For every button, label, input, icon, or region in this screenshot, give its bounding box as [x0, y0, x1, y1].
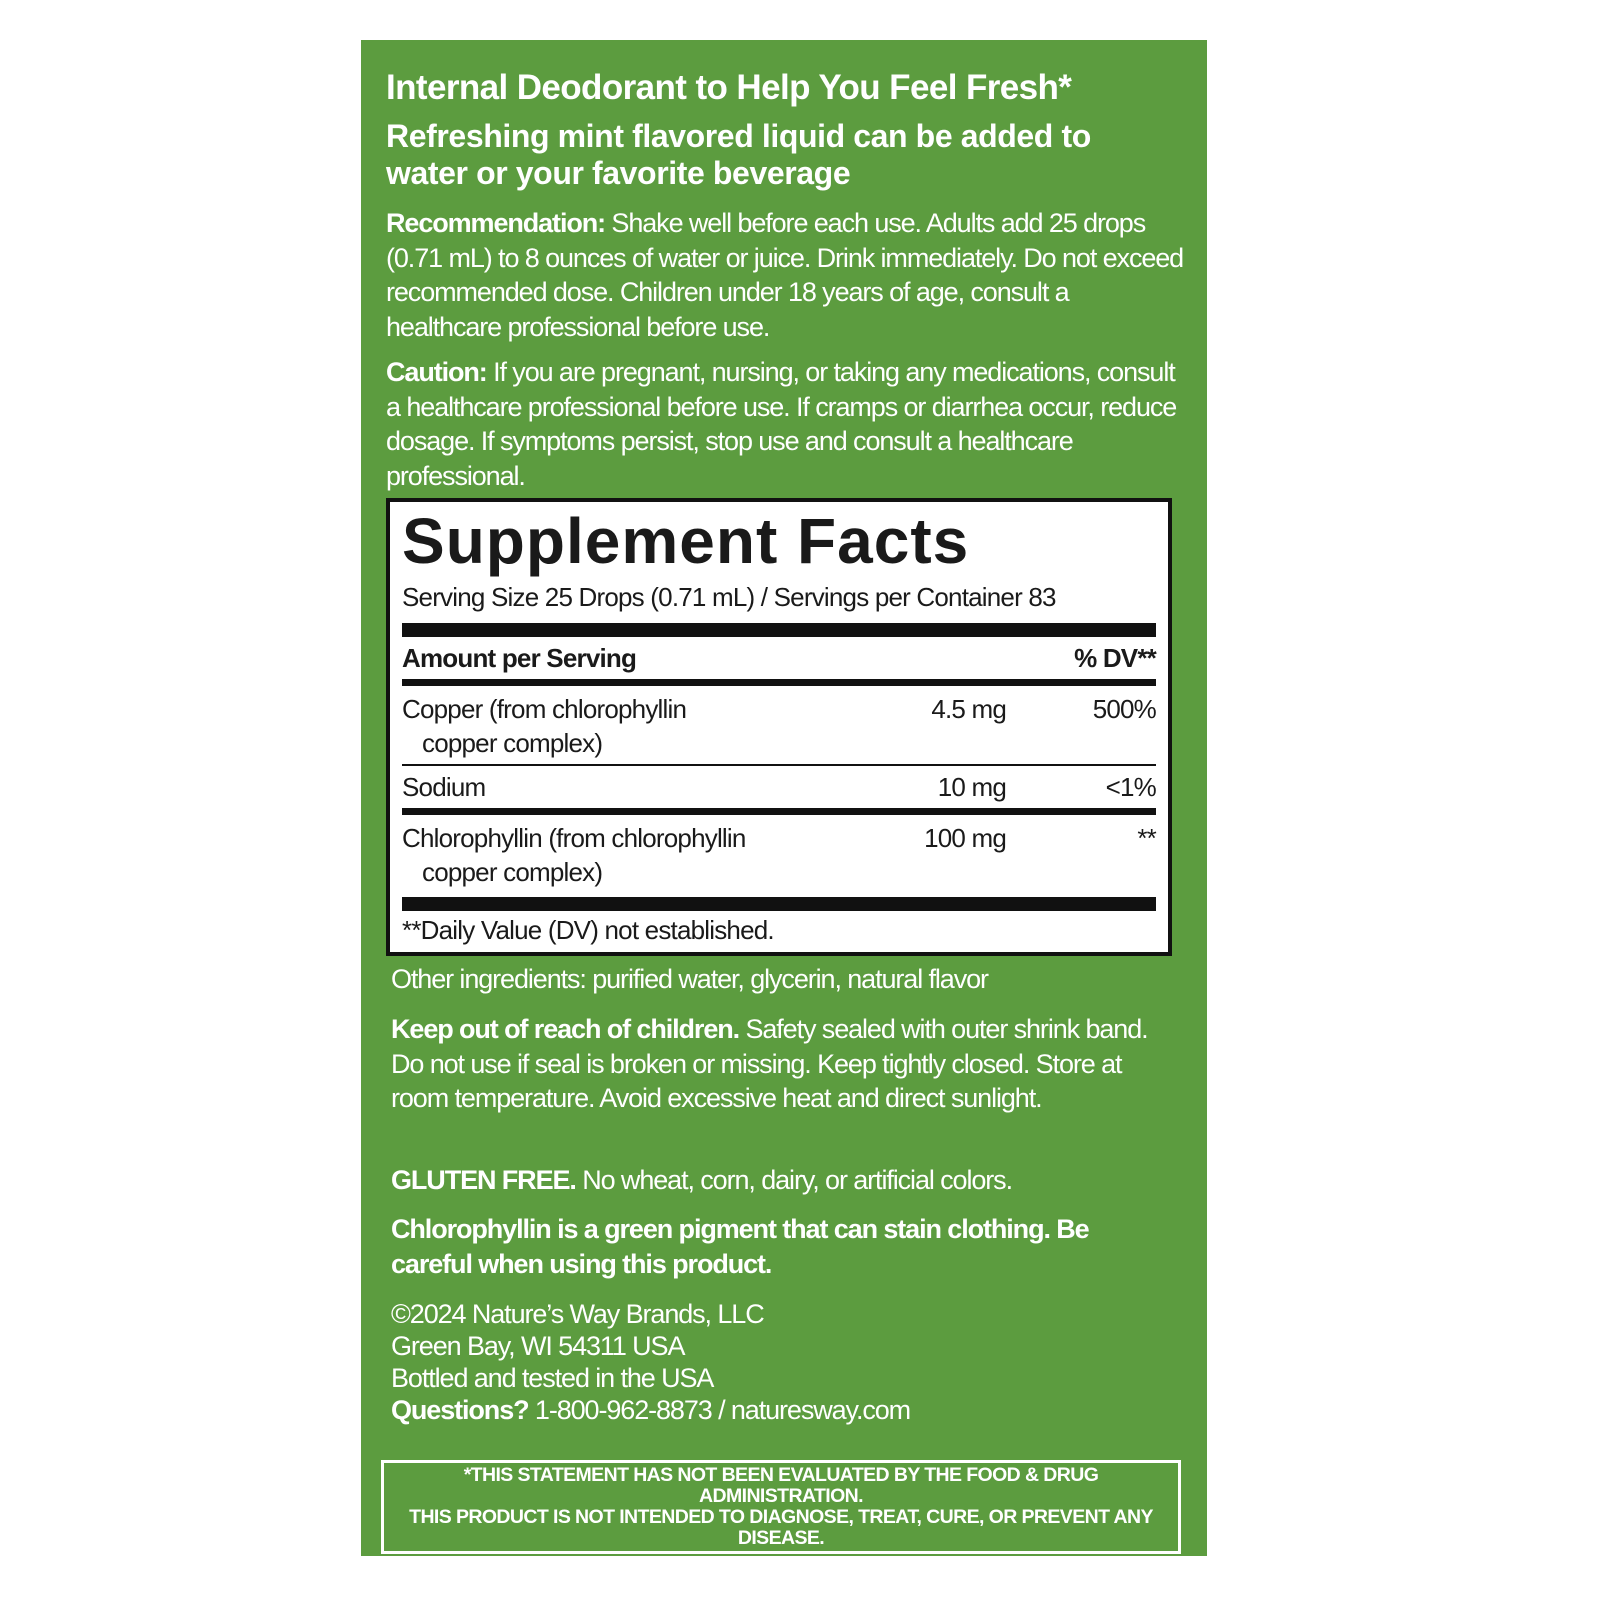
divider: [402, 764, 1156, 766]
keep-out-label: Keep out of reach of children.: [391, 1014, 740, 1044]
contact: Questions? 1-800-962-8873 / naturesway.c…: [391, 1394, 1191, 1426]
serving-size: Serving Size 25 Drops (0.71 mL) / Servin…: [402, 582, 1057, 612]
divider: [402, 897, 1156, 911]
origin: Bottled and tested in the USA: [391, 1363, 714, 1393]
divider: [402, 808, 1156, 815]
dv-header: % DV**: [1074, 643, 1157, 673]
stain-warning: Chlorophyllin is a green pigment that ca…: [391, 1214, 1090, 1279]
contact-info: 1-800-962-8873 / naturesway.com: [528, 1395, 911, 1425]
gluten-text: No wheat, corn, dairy, or artificial col…: [575, 1165, 1013, 1195]
keep-out-text: Safety sealed with outer shrink band. Do…: [391, 1014, 1149, 1113]
recommendation-text: Shake well before each use. Adults add 2…: [386, 208, 1184, 342]
disclaimer-line: THIS PRODUCT IS NOT INTENDED TO DIAGNOSE…: [409, 1506, 1153, 1549]
gluten-free: GLUTEN FREE. No wheat, corn, dairy, or a…: [391, 1163, 1191, 1198]
headline: Internal Deodorant to Help You Feel Fres…: [386, 68, 1072, 107]
copyright: ©2024 Nature’s Way Brands, LLC: [391, 1299, 765, 1329]
table-row: Sodium 10 mg <1%: [402, 766, 1157, 808]
nutrient-name: Sodium: [402, 772, 486, 802]
nutrient-amount: 4.5 mg: [931, 694, 1006, 724]
table-row: Copper (from chlorophyllin copper complex…: [402, 686, 1157, 764]
amount-header: Amount per Serving: [402, 643, 637, 673]
caution-text: If you are pregnant, nursing, or taking …: [386, 357, 1177, 491]
nutrient-name: Chlorophyllin (from chlorophyllin copper …: [402, 823, 746, 887]
nutrient-amount: 10 mg: [937, 772, 1007, 802]
table-row: Chlorophyllin (from chlorophyllin copper …: [402, 815, 1157, 893]
questions-label: Questions?: [391, 1395, 530, 1425]
nutrient-amount: 100 mg: [924, 823, 1007, 853]
gluten-label: GLUTEN FREE.: [391, 1165, 577, 1195]
fda-disclaimer: *THIS STATEMENT HAS NOT BEEN EVALUATED B…: [381, 1460, 1181, 1554]
caution: Caution: If you are pregnant, nursing, o…: [386, 355, 1186, 493]
facts-title: Supplement Facts: [402, 505, 970, 577]
subheadline: Refreshing mint flavored liquid can be a…: [386, 118, 1091, 191]
footnote: **Daily Value (DV) not established.: [402, 915, 775, 945]
divider: [402, 679, 1156, 686]
supplement-facts-table: Supplement Facts Serving Size 25 Drops (…: [386, 498, 1172, 956]
disclaimer-line: *THIS STATEMENT HAS NOT BEEN EVALUATED B…: [463, 1464, 1099, 1507]
caution-label: Caution:: [386, 357, 488, 387]
company-info: ©2024 Nature’s Way Brands, LLC Green Bay…: [391, 1298, 1191, 1426]
other-ingredients: Other ingredients: purified water, glyce…: [391, 964, 989, 994]
divider: [402, 623, 1156, 637]
label-panel: Internal Deodorant to Help You Feel Fres…: [361, 40, 1207, 1556]
storage-warning: Keep out of reach of children. Safety se…: [391, 1012, 1171, 1116]
nutrient-name: Copper (from chlorophyllin copper complex…: [402, 694, 687, 758]
recommendation: Recommendation: Shake well before each u…: [386, 206, 1186, 344]
address: Green Bay, WI 54311 USA: [391, 1331, 685, 1361]
recommendation-label: Recommendation:: [386, 208, 606, 238]
nutrient-dv: <1%: [1105, 772, 1157, 802]
nutrient-dv: **: [1137, 823, 1156, 853]
facts-header: Amount per Serving % DV**: [402, 637, 1157, 679]
nutrient-dv: 500%: [1092, 694, 1157, 724]
